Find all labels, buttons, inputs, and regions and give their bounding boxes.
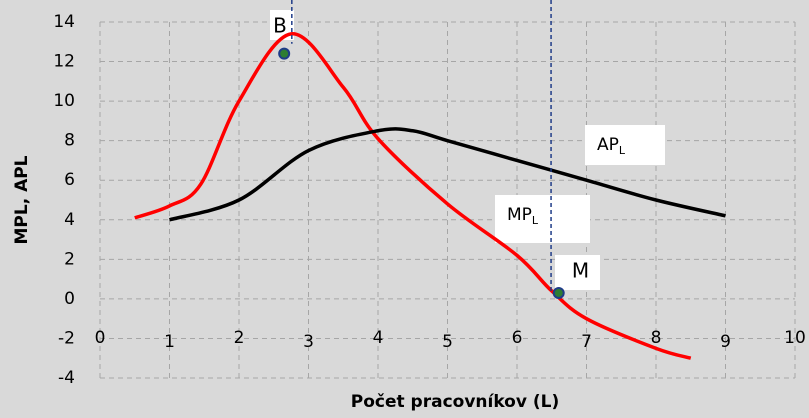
x-tick-label: 2: [234, 328, 245, 348]
annotation: APL: [597, 135, 626, 157]
y-tick-label: 8: [64, 131, 75, 151]
y-tick-label: 2: [64, 249, 75, 269]
point-label: M: [572, 259, 589, 283]
x-tick-label: 0: [95, 328, 106, 348]
point: [552, 286, 565, 299]
point-label: B: [273, 14, 287, 38]
grid: [99, 21, 796, 379]
label-box: [585, 125, 665, 165]
y-tick-label: 0: [64, 289, 75, 309]
x-tick-label: 8: [651, 328, 662, 348]
annotation-text: AP: [597, 135, 619, 155]
point: [278, 47, 291, 60]
line: [134, 32, 692, 360]
annotation-sub: L: [532, 214, 539, 227]
x-tick-label: 6: [512, 328, 523, 348]
y-tick-label: 6: [64, 170, 75, 190]
y-tick-label: 4: [64, 210, 75, 230]
y-tick-label: -2: [58, 328, 75, 348]
x-tick-label: 5: [442, 332, 453, 352]
x-tick-label: 3: [303, 332, 314, 352]
y-tick-label: 10: [53, 91, 75, 111]
x-tick-label: 1: [164, 332, 175, 352]
x-axis-title: Počet pracovníkov (L): [351, 392, 559, 412]
annotation: MPL: [507, 205, 539, 227]
y-tick-label: -4: [58, 368, 75, 388]
x-tick-label: 10: [784, 328, 806, 348]
annotation-text: MP: [507, 205, 532, 225]
y-axis-title: MPL, APL: [12, 155, 32, 244]
label-box: [555, 255, 600, 290]
label-box: [495, 195, 590, 243]
y-tick-label: 12: [53, 52, 75, 72]
x-tick-label: 9: [720, 332, 731, 352]
annotation-sub: L: [619, 144, 626, 157]
y-tick-label: 14: [53, 12, 75, 32]
x-tick-label: 7: [581, 332, 592, 352]
line: [169, 127, 726, 222]
x-tick-label: 4: [373, 328, 384, 348]
